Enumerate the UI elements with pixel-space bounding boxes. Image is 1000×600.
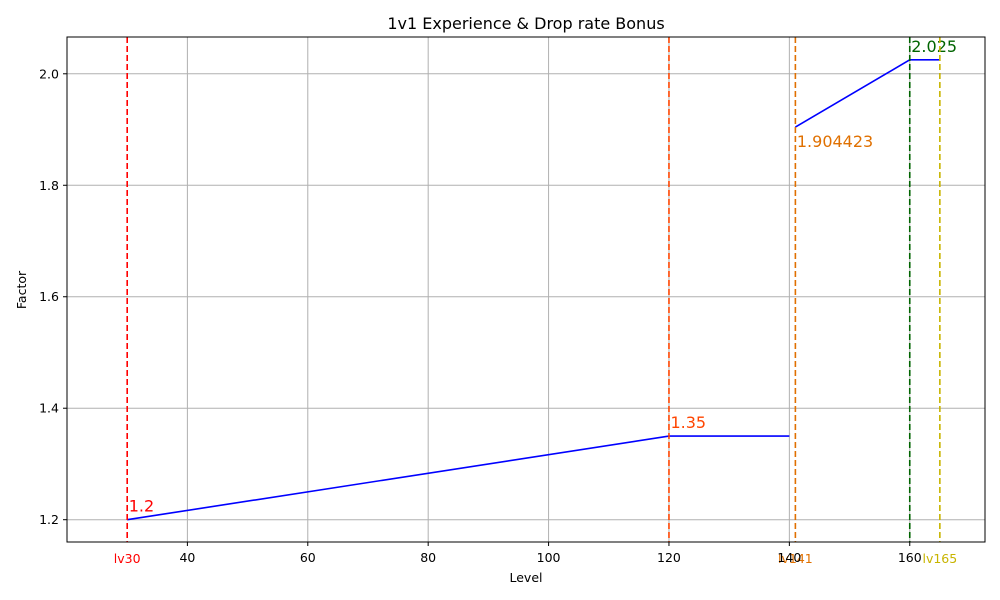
markers: 1.2 lv30 1.35 1.904423 lv141 2.025 lv165 <box>114 37 957 566</box>
x-tick-label: 120 <box>657 550 681 565</box>
value-annotation: 1.904423 <box>797 132 873 151</box>
x-tick-label: 40 <box>179 550 195 565</box>
level-marker-label: lv30 <box>114 551 141 566</box>
series <box>127 59 940 521</box>
x-tick-label: 60 <box>300 550 316 565</box>
x-tick-label: 160 <box>898 550 922 565</box>
value-annotation: 1.35 <box>670 413 706 432</box>
value-annotation: 2.025 <box>911 37 957 56</box>
x-tick-label: 140 <box>777 550 801 565</box>
y-tick-label: 1.4 <box>39 401 59 416</box>
chart-title: 1v1 Experience & Drop rate Bonus <box>387 14 664 33</box>
y-tick-label: 1.6 <box>39 289 59 304</box>
ticks: 40 60 80 100 120 140 160 1.2 1.4 1.6 1.8 2.0 <box>39 66 922 565</box>
value-annotation: 1.2 <box>129 497 154 516</box>
level-marker-label: lv141 <box>778 551 813 566</box>
y-tick-label: 1.2 <box>39 512 59 527</box>
y-tick-label: 1.8 <box>39 178 59 193</box>
series-line <box>127 435 790 521</box>
level-marker-label: lv165 <box>922 551 957 566</box>
y-axis-label: Factor <box>14 270 29 309</box>
x-axis-label: Level <box>510 570 543 585</box>
y-tick-label: 2.0 <box>39 66 59 81</box>
plot-frame <box>66 36 986 543</box>
grid <box>67 37 985 542</box>
x-tick-label: 80 <box>420 550 436 565</box>
series-line <box>794 59 940 128</box>
x-tick-label: 100 <box>537 550 561 565</box>
